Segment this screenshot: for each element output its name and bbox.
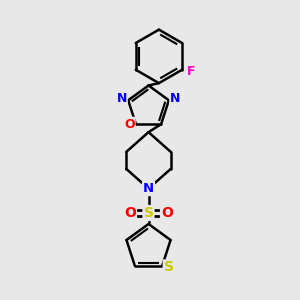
Text: N: N bbox=[170, 92, 181, 105]
Text: O: O bbox=[124, 206, 136, 220]
Text: S: S bbox=[164, 260, 174, 274]
Text: N: N bbox=[143, 182, 154, 195]
Text: O: O bbox=[161, 206, 173, 220]
Text: S: S bbox=[143, 206, 154, 220]
Text: F: F bbox=[187, 65, 196, 78]
Text: O: O bbox=[124, 118, 135, 131]
Text: N: N bbox=[116, 92, 127, 105]
